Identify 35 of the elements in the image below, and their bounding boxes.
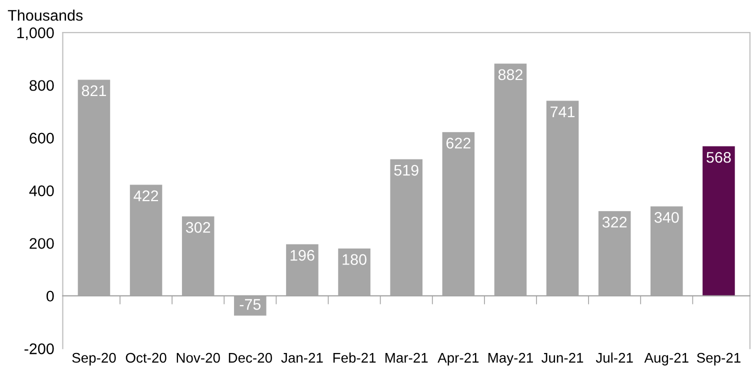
x-tick-label: Jan-21 [281,352,323,363]
y-tick-label: 0 [46,290,54,302]
data-label: 821 [82,85,106,96]
data-label: 622 [446,138,470,149]
x-tick-label: Aug-21 [644,352,688,366]
x-tick-label: Sep-21 [696,352,740,366]
data-label: 568 [706,152,731,163]
x-tick-label: Apr-21 [438,352,479,366]
x-tick-label: Sep-20 [72,352,116,366]
data-label: 196 [290,250,314,261]
y-tick-label: 400 [29,185,54,196]
x-tick-label: Dec-20 [228,352,272,363]
y-tick-label: -200 [24,343,54,354]
bar [702,146,735,296]
y-tick-label: 200 [30,238,54,249]
x-tick-label: Mar-21 [385,352,428,363]
data-label: 302 [186,222,210,233]
data-label: 741 [550,106,575,118]
x-tick-label: Feb-21 [333,352,376,363]
x-tick-label: Jul-21 [596,352,633,363]
y-tick-label: 800 [30,80,54,91]
data-label: 180 [342,254,366,265]
x-tick-label: May-21 [488,352,533,366]
x-tick-label: Nov-20 [176,352,220,363]
data-label: 519 [394,164,418,176]
data-label: 322 [602,216,627,228]
data-label: 422 [134,190,158,202]
y-axis-title: Thousands [8,10,83,21]
x-tick-label: Oct-20 [126,352,166,363]
y-tick-label: 1,000 [17,27,54,40]
x-tick-label: Jun-21 [542,352,584,363]
data-label: -75 [240,299,261,310]
data-label: 882 [498,69,522,80]
y-tick-label: 600 [30,132,54,144]
data-label: 340 [654,212,679,223]
